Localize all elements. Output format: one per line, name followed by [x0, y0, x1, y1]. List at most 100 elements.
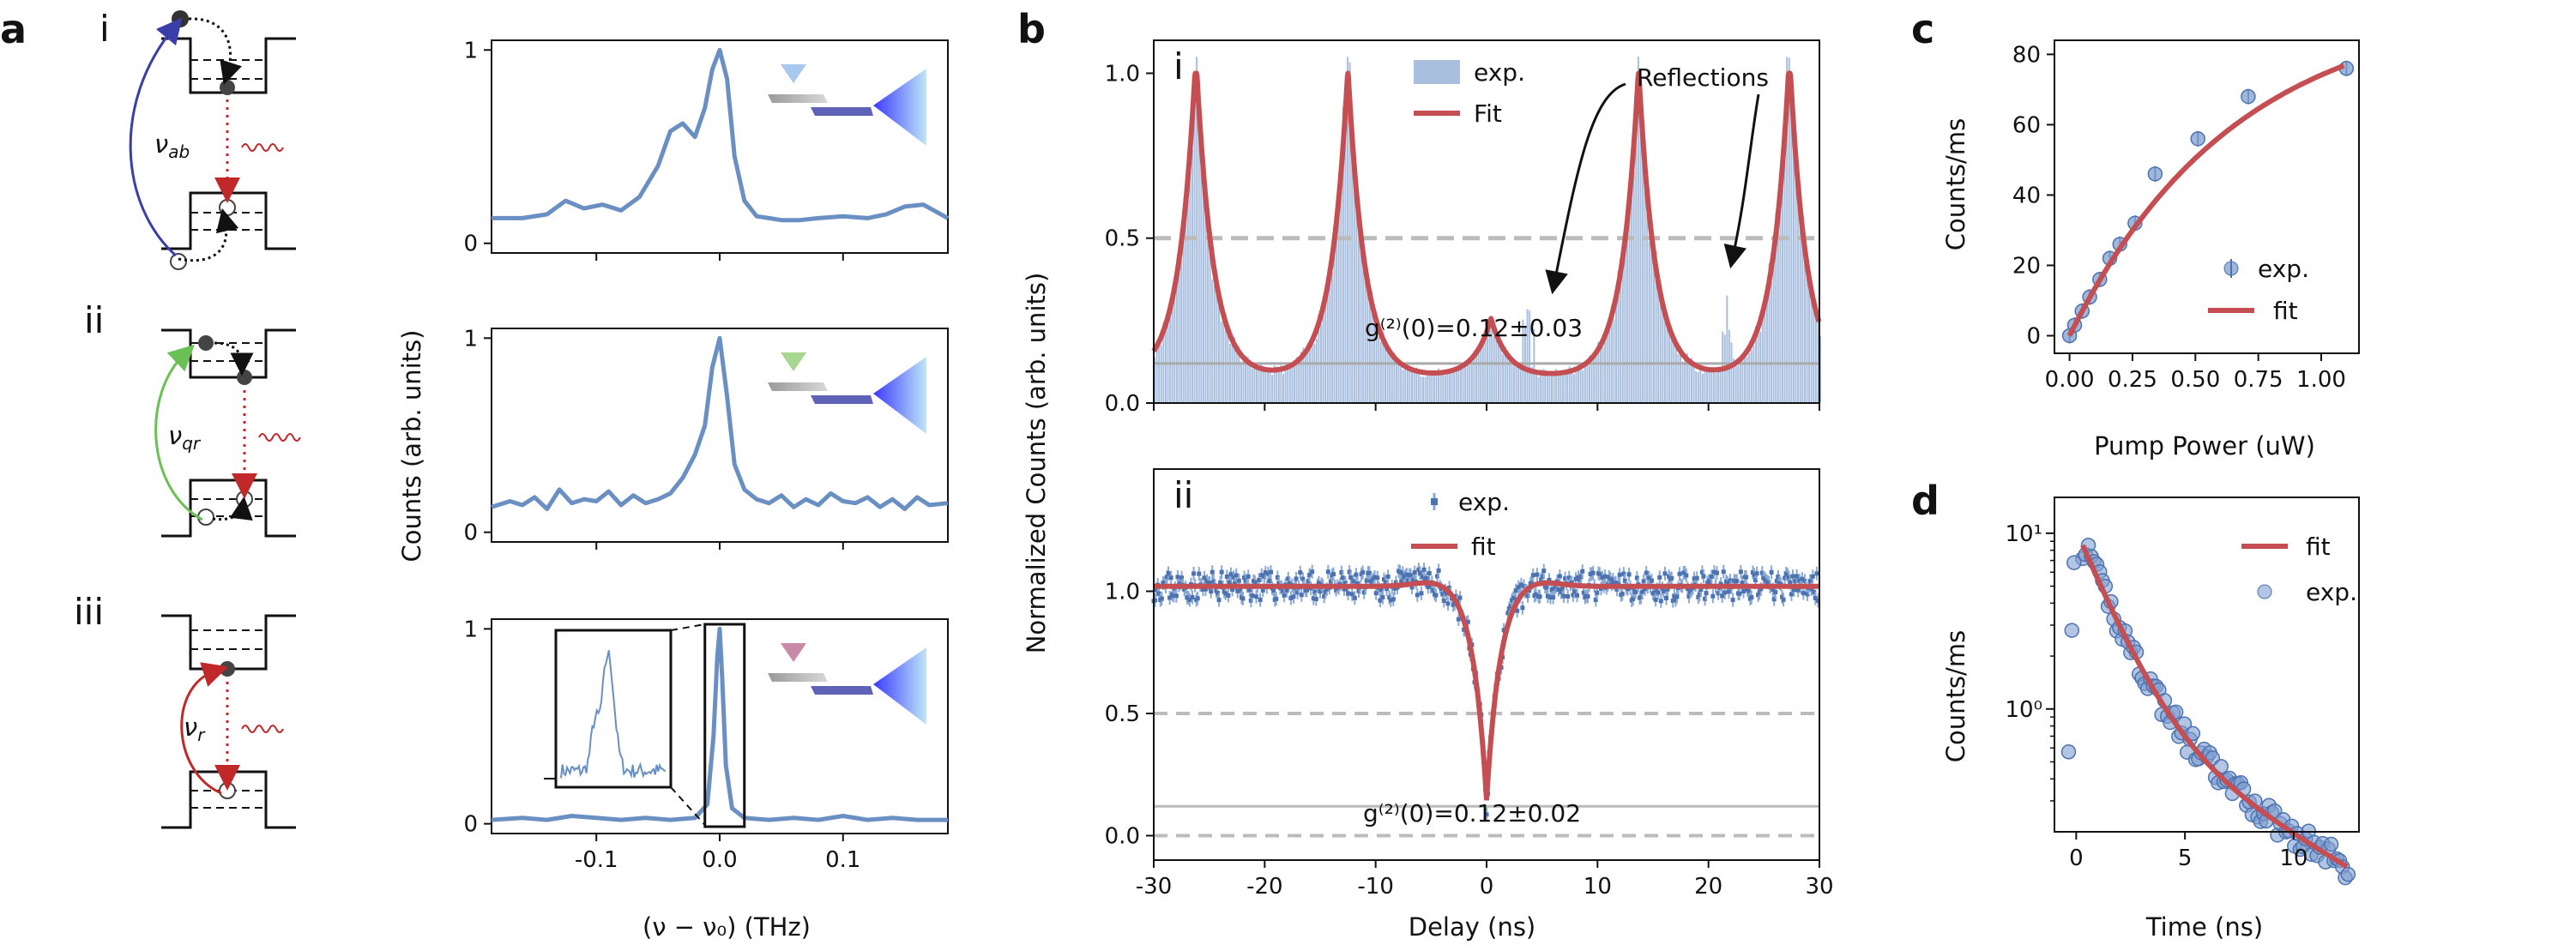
data-point — [1436, 568, 1441, 573]
histogram-bar — [1329, 271, 1331, 403]
data-point — [1247, 587, 1252, 593]
histogram-bar — [1571, 372, 1573, 403]
data-point — [1348, 575, 1354, 581]
legend-label-exp: exp. — [1474, 58, 1525, 87]
collection-cone-icon-iii — [873, 647, 926, 725]
data-point — [1622, 578, 1627, 583]
data-point — [1780, 594, 1785, 599]
histogram-bar — [1362, 255, 1365, 403]
histogram-bar — [1795, 177, 1797, 404]
data-point — [1271, 587, 1276, 593]
data-point — [1248, 598, 1253, 603]
data-point — [1387, 595, 1392, 600]
data-point — [1552, 586, 1557, 591]
data-point — [1238, 588, 1243, 593]
data-point — [1294, 576, 1299, 581]
data-point — [1646, 575, 1651, 581]
data-point — [1378, 587, 1384, 593]
histogram-bar — [1309, 344, 1312, 403]
data-point — [1576, 575, 1581, 580]
data-point — [1227, 580, 1232, 585]
data-point — [1263, 570, 1268, 575]
data-point — [1793, 579, 1798, 584]
histogram-bar — [1262, 365, 1264, 403]
data-point — [1657, 575, 1662, 580]
data-point — [1269, 569, 1274, 575]
lifetime-x-tick-label: 5 — [2178, 846, 2193, 871]
data-point — [1346, 591, 1351, 596]
data-point — [1709, 574, 1714, 579]
data-point — [1216, 598, 1222, 603]
histogram-bar — [1564, 371, 1566, 403]
data-point — [1530, 573, 1535, 578]
data-point — [1655, 587, 1660, 592]
data-point — [1501, 628, 1506, 633]
histogram-bar — [1726, 295, 1728, 403]
annotation-arrow — [1545, 82, 1626, 295]
fit-curve — [1151, 70, 1822, 376]
data-point — [1252, 580, 1258, 585]
histogram-bar — [1216, 283, 1218, 403]
histogram-bar — [1606, 332, 1608, 403]
data-point — [2060, 744, 2077, 760]
panel-label-d: d — [1911, 478, 1940, 524]
data-point — [1351, 579, 1356, 584]
data-point — [1529, 581, 1535, 586]
spectrum-y-ii-tick-label: 0 — [463, 521, 478, 546]
histogram-bar — [1712, 372, 1715, 403]
data-point — [1699, 569, 1704, 575]
histogram-bar — [1555, 369, 1558, 403]
histogram-bar — [1228, 343, 1231, 403]
power-y-tick-label: 20 — [2012, 253, 2041, 279]
data-point — [1236, 578, 1241, 583]
histogram-bar — [1768, 262, 1771, 403]
data-point — [1710, 593, 1716, 599]
lifetime-xlabel: Time (ns) — [2145, 912, 2263, 942]
histogram-bar — [1304, 352, 1306, 403]
data-point — [1243, 578, 1248, 583]
data-point — [1714, 570, 1719, 575]
histogram-bar — [1178, 249, 1180, 403]
histogram-bar — [1404, 363, 1407, 403]
histogram-bar — [1610, 304, 1613, 403]
data-point — [1259, 573, 1264, 578]
data-point — [1682, 570, 1687, 575]
histogram-bar — [1642, 152, 1644, 403]
data-point — [1202, 575, 1207, 581]
data-point — [1364, 578, 1369, 583]
data-point — [1234, 573, 1239, 578]
data-point — [1421, 567, 1427, 572]
histogram-bar — [1761, 311, 1764, 403]
power-y-tick-label: 60 — [2012, 112, 2041, 138]
histogram-bar — [1421, 376, 1424, 403]
data-point — [1644, 570, 1649, 575]
histogram-bar — [1557, 370, 1559, 403]
histogram-bar — [1544, 370, 1547, 403]
level-diagram-ii: νqr — [154, 328, 301, 538]
legend-label-exp: exp. — [2306, 578, 2357, 606]
histogram-bar — [1632, 172, 1635, 403]
data-point — [1669, 575, 1674, 581]
data-point — [1602, 574, 1608, 579]
data-point — [1191, 571, 1197, 576]
data-point — [1200, 587, 1205, 592]
data-point — [1653, 597, 1658, 602]
data-point — [1697, 593, 1702, 598]
data-point — [1383, 580, 1388, 585]
data-point — [1547, 595, 1553, 600]
data-point — [1749, 595, 1754, 600]
histogram-bar — [1541, 369, 1544, 403]
data-point — [1746, 589, 1752, 594]
data-point — [1276, 581, 1282, 587]
histogram-bar — [1710, 370, 1713, 403]
histogram-bar — [1790, 72, 1793, 403]
g2-ii-y-tick-label: 1.0 — [1105, 580, 1140, 605]
data-point — [1673, 598, 1678, 603]
data-point — [1667, 574, 1672, 579]
histogram-bar — [1218, 290, 1220, 403]
data-point — [1593, 597, 1598, 602]
data-point — [1750, 570, 1755, 575]
data-point — [1228, 572, 1234, 577]
data-point — [1597, 571, 1602, 576]
data-point — [1226, 593, 1231, 598]
